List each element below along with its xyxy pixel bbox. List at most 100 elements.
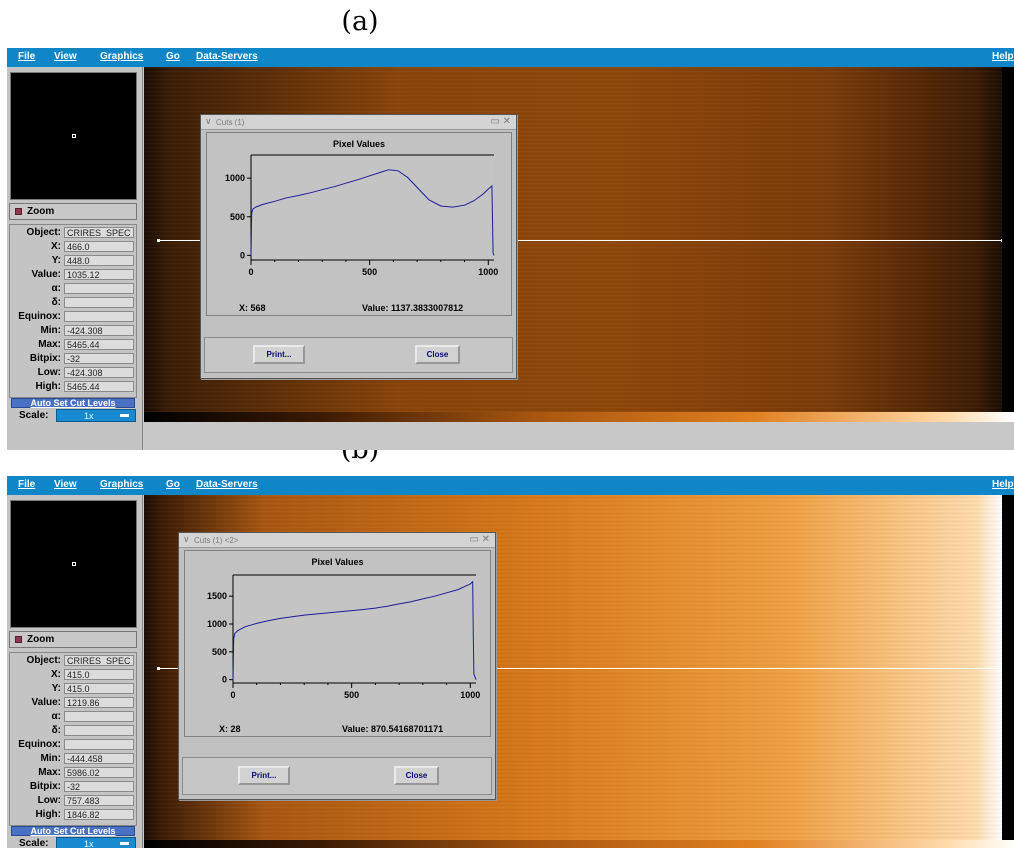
max-field: 5465.44 xyxy=(64,339,134,350)
alpha-field xyxy=(64,283,134,294)
value-readout: Value: 870.54168701171 xyxy=(342,724,444,734)
high-field[interactable]: 1846.82 xyxy=(64,809,134,820)
min-field: -444.458 xyxy=(64,753,134,764)
info-row-x: X: 466.0 xyxy=(10,241,138,253)
dialog-title: Cuts (1) <2> xyxy=(194,536,239,545)
value-label: Value: xyxy=(31,269,61,280)
info-row-equinox: Equinox: xyxy=(10,739,138,751)
close-button[interactable]: Close xyxy=(394,766,439,785)
menu-help[interactable]: Help xyxy=(992,51,1014,62)
zoom-toggle[interactable]: Zoom xyxy=(9,203,137,220)
info-row-value: Value: 1035.12 xyxy=(10,269,138,281)
cut-line[interactable] xyxy=(158,240,1002,241)
menu-bar: File View Graphics Go Data-Servers Help xyxy=(7,48,1014,67)
y-field: 448.0 xyxy=(64,255,134,266)
window-controls-icon[interactable]: ▭ ✕ xyxy=(469,534,490,545)
scale-row: Scale: 1x xyxy=(7,409,143,423)
info-row-delta: δ: xyxy=(10,725,138,737)
image-margin xyxy=(1002,67,1014,419)
option-menu-indicator-icon xyxy=(120,842,129,845)
print-button[interactable]: Print... xyxy=(238,766,290,785)
cut-line-start-handle[interactable] xyxy=(157,239,160,242)
menu-view[interactable]: View xyxy=(54,51,77,62)
object-label: Object: xyxy=(26,655,61,666)
control-pane: Zoom Object: CRIRES_SPEC X: 415.0 Y: 415.0 … xyxy=(7,495,143,848)
dialog-titlebar[interactable]: ∨ Cuts (1) <2> ▭ ✕ xyxy=(179,533,495,548)
y-tick-label: 500 xyxy=(230,212,245,222)
menu-graphics[interactable]: Graphics xyxy=(100,479,144,490)
alpha-label: α: xyxy=(51,283,61,294)
dialog-button-bar: Print... Close xyxy=(182,757,492,795)
delta-field xyxy=(64,725,134,736)
menu-go[interactable]: Go xyxy=(166,479,180,490)
pixel-values-chart[interactable]: 0 500 1000 0 500 1000 xyxy=(207,133,513,317)
colorbar[interactable] xyxy=(144,412,1014,422)
info-row-object: Object: CRIRES_SPEC xyxy=(10,227,138,239)
object-field: CRIRES_SPEC xyxy=(64,227,134,238)
panner-marker[interactable] xyxy=(72,562,76,566)
value-label: Value: xyxy=(31,697,61,708)
y-tick-label: 1000 xyxy=(225,173,245,183)
high-field[interactable]: 5465.44 xyxy=(64,381,134,392)
cut-line-end-handle[interactable] xyxy=(1001,667,1002,670)
high-label: High: xyxy=(35,809,61,820)
x-tick-label: 0 xyxy=(248,267,253,277)
value-field: 1219.86 xyxy=(64,697,134,708)
equinox-field xyxy=(64,311,134,322)
panner-view[interactable] xyxy=(10,500,137,628)
alpha-field xyxy=(64,711,134,722)
menu-data-servers[interactable]: Data-Servers xyxy=(196,51,258,62)
x-tick-label: 1000 xyxy=(460,690,480,700)
info-row-bitpix: Bitpix: -32 xyxy=(10,353,138,365)
y-tick-label: 500 xyxy=(212,647,227,657)
delta-field xyxy=(64,297,134,308)
alpha-label: α: xyxy=(51,711,61,722)
image-margin xyxy=(1002,495,1014,847)
plot-title: Pixel Values xyxy=(332,139,386,149)
info-row-low: Low: -424.308 xyxy=(10,367,138,379)
auto-set-cut-levels-button[interactable]: Auto Set Cut Levels xyxy=(11,826,135,836)
window-menu-chevron-icon[interactable]: ∨ xyxy=(183,534,190,544)
info-row-y: Y: 448.0 xyxy=(10,255,138,267)
zoom-toggle[interactable]: Zoom xyxy=(9,631,137,648)
window-menu-chevron-icon[interactable]: ∨ xyxy=(205,116,212,126)
low-field[interactable]: -424.308 xyxy=(64,367,134,378)
menu-data-servers[interactable]: Data-Servers xyxy=(196,479,258,490)
object-label: Object: xyxy=(26,227,61,238)
info-row-equinox: Equinox: xyxy=(10,311,138,323)
cut-line-start-handle[interactable] xyxy=(157,667,160,670)
window-controls-icon[interactable]: ▭ ✕ xyxy=(490,116,511,127)
scale-menu-button[interactable]: 1x xyxy=(56,837,136,848)
menu-graphics[interactable]: Graphics xyxy=(100,51,144,62)
min-field: -424.308 xyxy=(64,325,134,336)
info-row-object: Object: CRIRES_SPEC xyxy=(10,655,138,667)
scale-label: Scale: xyxy=(19,410,49,421)
panner-view[interactable] xyxy=(10,72,137,200)
control-pane: Zoom Object: CRIRES_SPEC X: 466.0 Y: 448.0 … xyxy=(7,67,143,450)
delta-label: δ: xyxy=(51,725,61,736)
ds9-window-b: File View Graphics Go Data-Servers Help … xyxy=(7,476,1014,848)
plot-area xyxy=(233,575,476,683)
auto-set-cut-levels-button[interactable]: Auto Set Cut Levels xyxy=(11,398,135,408)
menu-go[interactable]: Go xyxy=(166,51,180,62)
x-tick-label: 0 xyxy=(230,690,235,700)
panner-marker[interactable] xyxy=(72,134,76,138)
max-label: Max: xyxy=(38,339,61,350)
cut-line[interactable] xyxy=(158,668,1002,669)
bitpix-label: Bitpix: xyxy=(29,353,61,364)
menu-help[interactable]: Help xyxy=(992,479,1014,490)
menu-file[interactable]: File xyxy=(18,51,36,62)
colorbar[interactable] xyxy=(144,840,1014,848)
low-field[interactable]: 757.483 xyxy=(64,795,134,806)
y-tick-label: 0 xyxy=(222,675,227,685)
print-button[interactable]: Print... xyxy=(253,345,305,364)
pixel-values-chart[interactable]: 0 500 1000 1500 0 500 1000 xyxy=(185,551,492,738)
scale-menu-button[interactable]: 1x xyxy=(56,409,136,422)
dialog-titlebar[interactable]: ∨ Cuts (1) ▭ ✕ xyxy=(201,115,516,130)
close-button[interactable]: Close xyxy=(415,345,460,364)
cut-line-end-handle[interactable] xyxy=(1001,239,1002,242)
menu-file[interactable]: File xyxy=(18,479,36,490)
ds9-window-a: File View Graphics Go Data-Servers Help … xyxy=(7,48,1014,450)
menu-view[interactable]: View xyxy=(54,479,77,490)
zoom-indicator-icon xyxy=(15,208,22,215)
